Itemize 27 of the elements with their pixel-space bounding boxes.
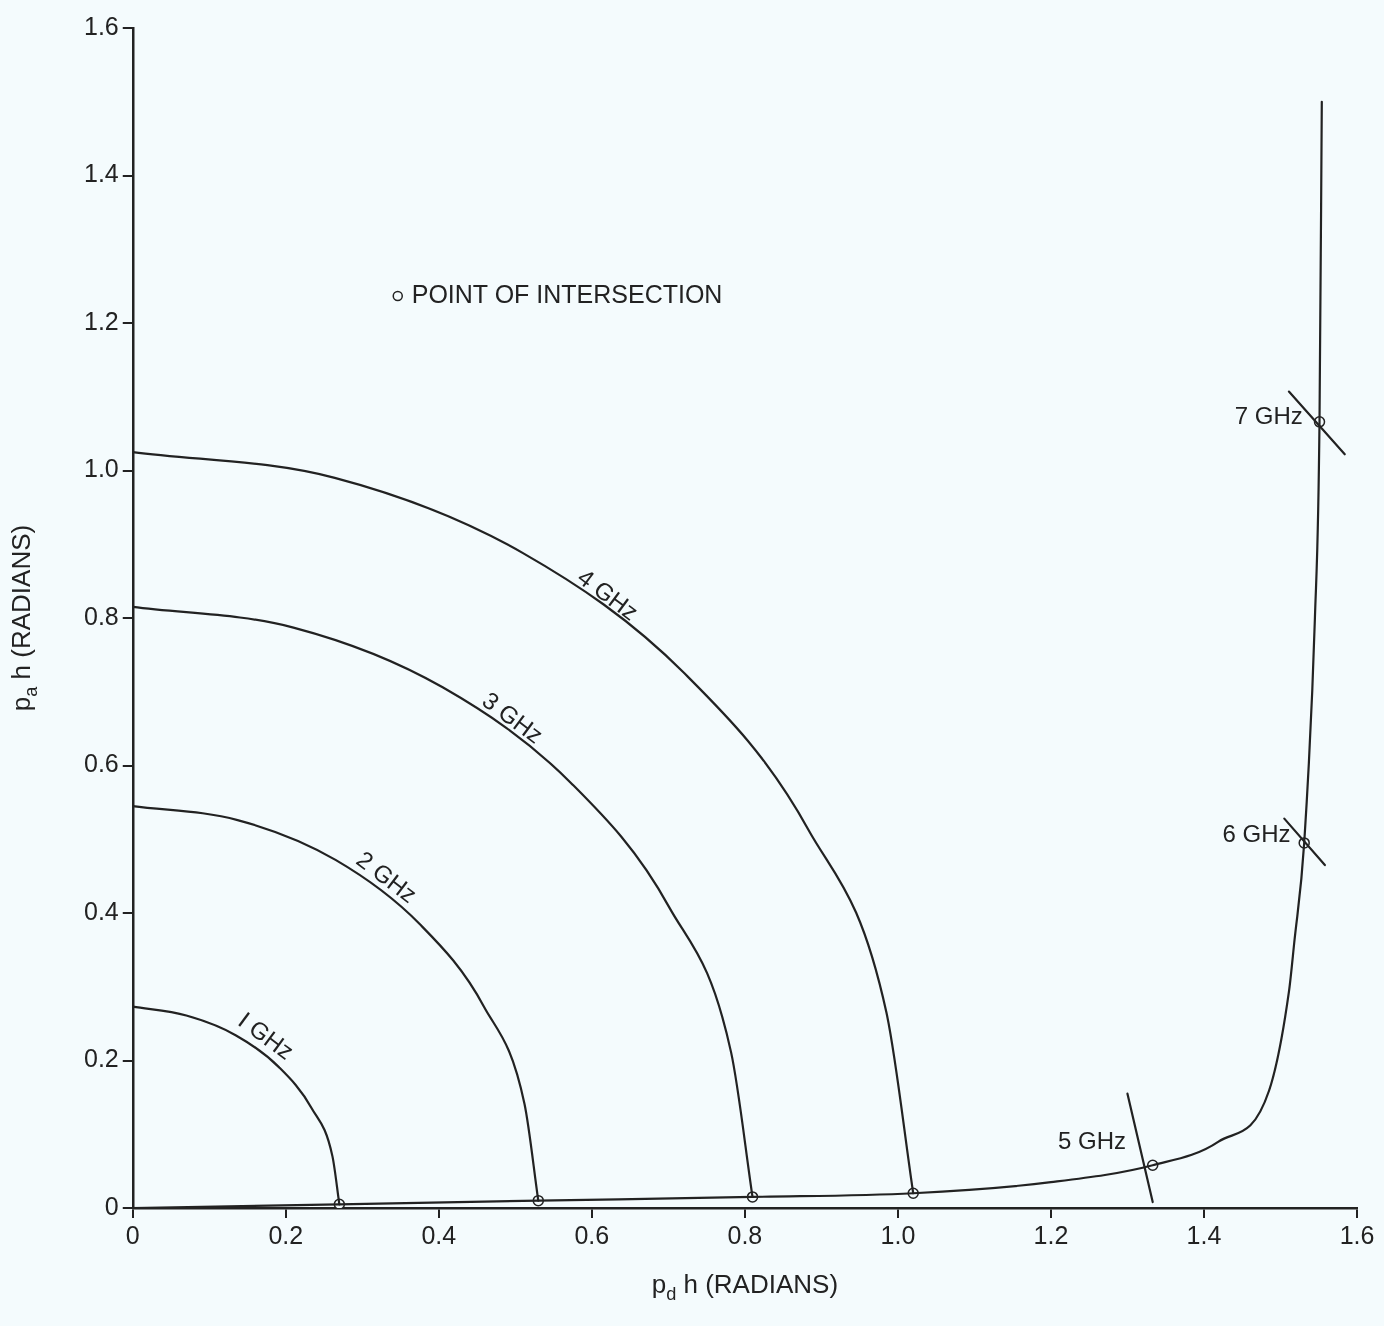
text: 2 GHz: [351, 845, 423, 908]
y-tick-label: 0.2: [83, 1044, 119, 1073]
x-tick-label: 0.6: [574, 1220, 610, 1249]
x-tick-label: 0.8: [727, 1220, 763, 1249]
series-label: 7 GHz: [1234, 401, 1303, 429]
x-tick-label: 0.4: [421, 1220, 457, 1249]
text: 4 GHz: [572, 563, 644, 626]
series-label: 6 GHz: [1222, 820, 1291, 848]
x-tick-label: 1.4: [1186, 1220, 1222, 1249]
text: 3 GHz: [477, 686, 549, 749]
y-tick-label: 0.4: [83, 896, 119, 925]
x-tick-label: 0.2: [268, 1220, 304, 1249]
text: I GHz: [233, 1006, 299, 1065]
y-tick-label: 0.8: [83, 601, 119, 630]
y-axis-title: pa h (RADIANS): [5, 524, 41, 712]
legend-label: POINT OF INTERSECTION: [411, 279, 723, 308]
series-label: 5 GHz: [1058, 1126, 1127, 1154]
x-tick-label: 1.6: [1339, 1220, 1375, 1249]
x-tick-label: 1.0: [880, 1220, 916, 1249]
y-tick-label: 0.6: [83, 749, 119, 778]
y-tick-label: 1.2: [83, 306, 119, 335]
y-tick-label: 0: [104, 1191, 119, 1220]
y-tick-label: 1.4: [83, 159, 119, 188]
x-tick-label: 1.2: [1033, 1220, 1069, 1249]
x-tick-label: 0: [125, 1220, 140, 1249]
y-tick-label: 1.0: [83, 454, 119, 483]
y-tick-label: 1.6: [83, 11, 119, 40]
